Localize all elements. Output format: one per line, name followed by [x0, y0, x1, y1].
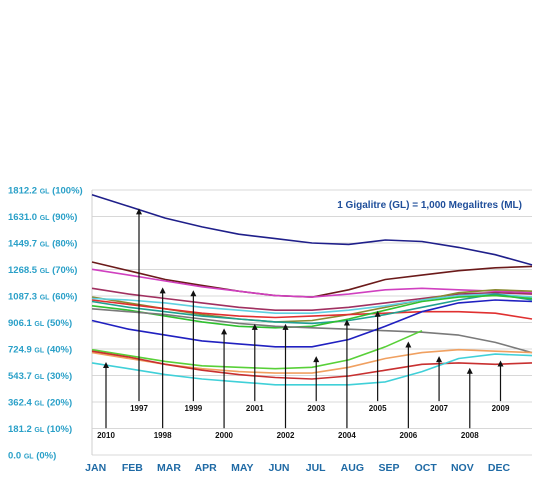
series-line: [91, 308, 533, 354]
year-arrow-head: [136, 208, 142, 215]
x-tick-label: NOV: [451, 462, 474, 474]
series-line: [91, 193, 533, 266]
year-arrow-head: [343, 319, 350, 326]
x-tick-label: JAN: [85, 462, 106, 474]
y-tick-label: 543.7 GL (30%): [8, 371, 72, 382]
y-tick-label: 1268.5 GL (70%): [8, 265, 77, 276]
year-arrow-head: [405, 341, 412, 348]
y-tick-label: 724.9 GL (40%): [8, 344, 72, 355]
year-label: 2003: [307, 404, 325, 413]
x-axis-labels: JAN FEB MAR APR MAY JUN JUL AUG SEP OCT NOV DEC: [85, 462, 510, 474]
y-tick-label: 1631.0 GL (90%): [8, 212, 77, 223]
year-arrow-head: [221, 328, 228, 335]
x-tick-label: AUG: [341, 462, 364, 474]
year-label: 2004: [338, 431, 356, 440]
x-tick-label: SEP: [378, 462, 399, 474]
year-arrow-head: [436, 356, 443, 363]
year-label: 2007: [430, 404, 448, 413]
series-lines: [91, 193, 533, 386]
series-line: [91, 329, 423, 370]
year-arrow-head: [374, 310, 381, 317]
year-label: 2008: [461, 431, 479, 440]
year-arrow-head: [103, 361, 109, 368]
x-tick-label: OCT: [415, 462, 438, 474]
x-tick-label: MAY: [231, 462, 253, 474]
series-line: [91, 299, 533, 348]
x-tick-label: FEB: [122, 462, 143, 474]
year-arrow-head: [282, 323, 289, 330]
unit-note: 1 Gigalitre (GL) = 1,000 Megalitres (ML): [337, 200, 522, 211]
series-line: [91, 293, 533, 325]
y-tick-label: 906.1 GL (50%): [8, 318, 72, 329]
series-line: [91, 287, 533, 311]
x-tick-label: MAR: [157, 462, 181, 474]
y-axis-labels: 0.0 GL (0%) 181.2 GL (10%) 362.4 GL (20%) 5…: [8, 186, 83, 462]
year-arrow-head: [190, 290, 197, 297]
y-tick-label: 362.4 GL (20%): [8, 398, 72, 409]
year-label: 2010: [97, 431, 115, 440]
series-line: [91, 353, 533, 386]
y-tick-label: 1087.3 GL (60%): [8, 292, 77, 303]
y-tick-label: 181.2 GL (10%): [8, 424, 72, 435]
year-label: 1999: [184, 404, 202, 413]
y-tick-label: 1812.2 GL (100%): [8, 186, 83, 197]
year-arrow-head: [497, 360, 504, 367]
year-arrow-head: [251, 323, 258, 330]
year-label: 2009: [492, 404, 510, 413]
x-tick-label: JUN: [268, 462, 289, 474]
y-tick-label: 0.0 GL (0%): [8, 451, 56, 462]
year-arrow-head: [466, 367, 473, 374]
series-line: [91, 299, 533, 320]
x-tick-label: APR: [195, 462, 218, 474]
year-label: 2006: [399, 431, 417, 440]
series-line: [91, 268, 533, 298]
year-label: 1998: [154, 431, 172, 440]
y-tick-label: 1449.7 GL (80%): [8, 239, 77, 250]
year-arrow-head: [159, 287, 166, 294]
year-label: 2002: [277, 431, 295, 440]
x-tick-label: JUL: [306, 462, 326, 474]
series-line: [91, 293, 533, 314]
year-arrows: 1997 1998 1999 2000 2001 2002 2003 2004 2005 2006…: [97, 208, 510, 440]
year-label: 1997: [130, 404, 148, 413]
series-line: [91, 350, 533, 380]
year-arrow-head: [313, 356, 320, 363]
series-line: [91, 294, 533, 329]
year-label: 2001: [246, 404, 264, 413]
year-label: 2005: [369, 404, 387, 413]
year-label: 2000: [215, 431, 233, 440]
x-tick-label: DEC: [488, 462, 511, 474]
